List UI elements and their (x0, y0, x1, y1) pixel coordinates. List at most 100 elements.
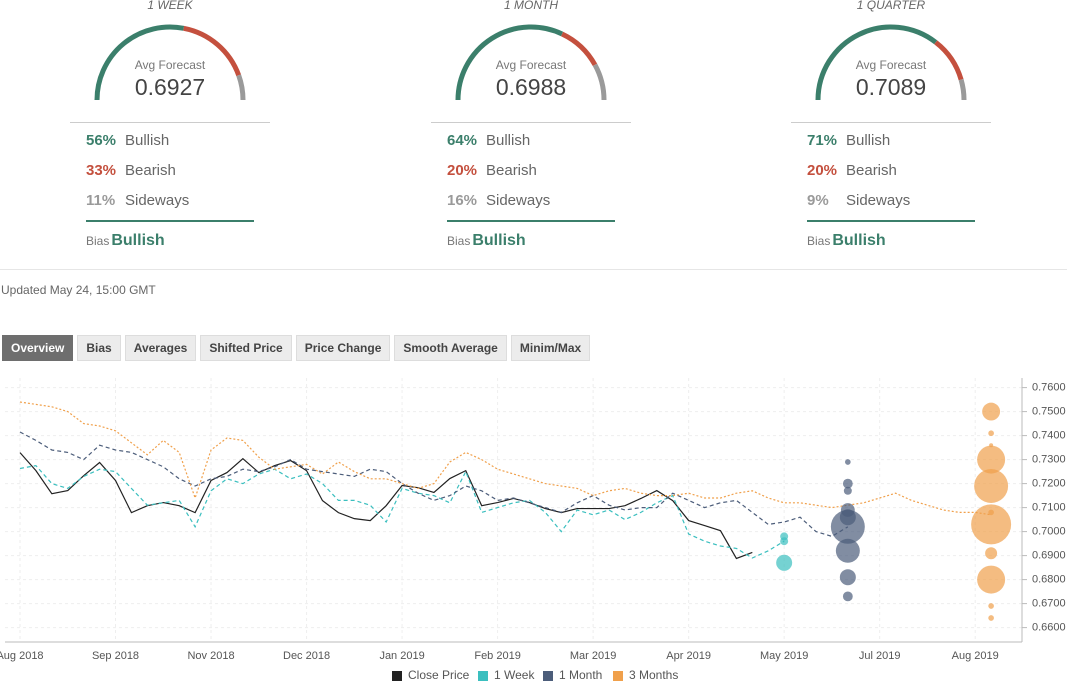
forecast-bubble (977, 445, 1006, 474)
sentiment-pct: 56% (86, 132, 117, 149)
y-tick-label: 0.7300 (1032, 454, 1066, 466)
tab[interactable]: Overview (2, 335, 74, 361)
gauge-segment (815, 24, 938, 101)
y-tick-label: 0.7500 (1032, 406, 1066, 418)
gauge-segment (958, 78, 967, 101)
forecast-bubble (845, 459, 851, 465)
legend-label: Close Price (408, 668, 470, 682)
x-tick-label: Nov 2018 (187, 650, 234, 662)
bias-value: Bullish (472, 232, 526, 249)
y-tick-label: 0.7100 (1032, 502, 1066, 514)
gauge-segment (592, 63, 607, 101)
sentiment-row: 64% Bullish (447, 132, 530, 149)
forecast-bubble (843, 486, 852, 495)
avg-label: Avg Forecast (495, 58, 567, 72)
avg-value: 0.7089 (855, 74, 927, 100)
x-tick-label: Feb 2019 (474, 650, 520, 662)
tab[interactable]: Minim/Max (510, 335, 591, 361)
gauge-title: 1 QUARTER (856, 0, 926, 12)
tab[interactable]: Smooth Average (394, 335, 507, 361)
gauge-title: 1 WEEK (147, 0, 193, 12)
bias: Bias Bullish (447, 232, 526, 250)
forecast-bubble (830, 509, 865, 544)
tab[interactable]: Averages (124, 335, 197, 361)
gauge-segment (934, 40, 964, 81)
gauge-arc (94, 24, 246, 101)
sentiment-row: 20% Bearish (447, 162, 537, 179)
gauge: 1 MONTH Avg Forecast 0.6988 64% Bullish 20% Be… (431, 0, 631, 260)
sentiment-label: Bearish (125, 162, 176, 179)
avg-value: 0.6927 (134, 74, 206, 100)
y-tick-label: 0.7400 (1032, 430, 1066, 442)
separator (791, 122, 991, 123)
y-tick-label: 0.7000 (1032, 526, 1066, 538)
tab[interactable]: Bias (77, 335, 121, 361)
x-tick-label: Mar 2019 (570, 650, 616, 662)
gauge-segment (455, 24, 564, 101)
sentiment-row: 71% Bullish (807, 132, 890, 149)
forecast-bubble (971, 504, 1012, 545)
sentiment-pct: 33% (86, 162, 117, 179)
y-tick-label: 0.7200 (1032, 478, 1066, 490)
gauge-segment (94, 24, 185, 101)
sentiment-row: 9% Sideways (807, 192, 910, 209)
bias-label: Bias (807, 234, 831, 248)
forecast-bubble (780, 532, 789, 541)
forecast-bubble (974, 469, 1009, 503)
legend-label: 1 Week (494, 668, 535, 682)
sentiment-label: Bullish (125, 132, 170, 149)
y-tick-label: 0.6900 (1032, 550, 1066, 562)
forecast-bubble (985, 547, 998, 560)
sentiment-row: 56% Bullish (86, 132, 169, 149)
forecast-bubble (835, 538, 860, 563)
forecast-bubble (977, 565, 1006, 594)
tabs: Overview Bias Averages Shifted Price Price C… (2, 335, 591, 361)
y-tick-label: 0.6800 (1032, 574, 1066, 586)
gauge: 1 QUARTER Avg Forecast 0.7089 71% Bullish 20%… (791, 0, 991, 260)
forecast-bubble (776, 554, 793, 571)
bias-line (86, 220, 254, 222)
sentiment-label: Bearish (846, 162, 897, 179)
legend-swatch (543, 671, 553, 681)
sentiment-pct: 11% (86, 192, 116, 209)
x-tick-label: Dec 2018 (283, 650, 330, 662)
x-tick-label: Apr 2019 (666, 650, 711, 662)
series-line (19, 464, 785, 559)
legend-swatch (392, 671, 402, 681)
y-tick-label: 0.6700 (1032, 598, 1066, 610)
sentiment-label: Sideways (846, 192, 911, 209)
legend-label: 1 Month (559, 668, 602, 682)
bias-line (807, 220, 975, 222)
x-tick-label: May 2019 (760, 650, 808, 662)
separator (70, 122, 270, 123)
forecast-bubble (988, 603, 994, 609)
sentiment-pct: 20% (807, 162, 838, 179)
tab[interactable]: Shifted Price (200, 335, 292, 361)
sentiment-pct: 16% (447, 192, 478, 209)
legend-label: 3 Months (629, 668, 678, 682)
bias: Bias Bullish (807, 232, 886, 250)
bias-value: Bullish (111, 232, 165, 249)
tab[interactable]: Price Change (295, 335, 391, 361)
x-tick-label: Aug 2018 (0, 650, 44, 662)
bias-value: Bullish (832, 232, 886, 249)
sentiment-label: Bullish (846, 132, 891, 149)
x-tick-label: Jan 2019 (379, 650, 424, 662)
separator (0, 269, 1067, 270)
avg-value: 0.6988 (495, 74, 567, 100)
series-line (19, 431, 849, 538)
bias: Bias Bullish (86, 232, 165, 250)
separator (431, 122, 631, 123)
gauge-arc (455, 24, 607, 101)
x-tick-label: Aug 2019 (952, 650, 999, 662)
gauge-segment (236, 74, 246, 101)
sentiment-row: 20% Bearish (807, 162, 897, 179)
forecast-bubble (988, 430, 994, 437)
sentiment-label: Bullish (486, 132, 531, 149)
gauge-arc (815, 24, 967, 101)
gauge-segment (560, 31, 598, 67)
plot-area (5, 378, 1022, 642)
sentiment-row: 16% Sideways (447, 192, 550, 209)
bias-line (447, 220, 615, 222)
